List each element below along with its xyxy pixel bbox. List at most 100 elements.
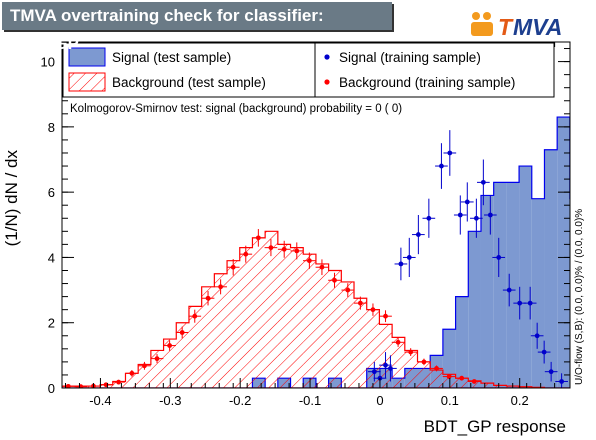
background-test-bar xyxy=(277,244,291,388)
signal-training-point xyxy=(496,255,502,260)
tmva-logo: T MVA xyxy=(471,12,562,40)
signal-test-bar xyxy=(442,329,456,388)
legend-swatch-signal-test xyxy=(68,47,106,67)
background-test-bar xyxy=(227,260,240,388)
background-training-point xyxy=(294,248,300,254)
signal-training-point xyxy=(398,261,404,267)
legend-label-signal-test: Signal (test sample) xyxy=(112,50,231,65)
signal-training-point xyxy=(473,215,479,221)
background-training-point xyxy=(167,343,173,348)
background-training-point xyxy=(345,287,351,293)
background-training-point xyxy=(255,235,261,241)
background-test-bar xyxy=(442,374,456,388)
signal-training-point xyxy=(439,163,444,169)
background-training-point xyxy=(65,383,71,388)
background-test-bar xyxy=(341,281,355,388)
signal-test-bar xyxy=(468,231,481,388)
background-training-point xyxy=(421,359,427,365)
background-test-bar xyxy=(201,286,215,388)
x-axis-title: BDT_GP response xyxy=(424,417,566,436)
background-test-bar xyxy=(138,364,151,388)
signal-test-bar xyxy=(557,117,570,388)
background-training-point xyxy=(116,379,121,385)
chart-title: TMVA overtraining check for classifier: … xyxy=(2,2,392,53)
signal-training-point xyxy=(548,369,554,375)
background-training-point xyxy=(243,251,249,257)
signal-test-bar xyxy=(455,296,469,388)
background-training-point xyxy=(357,300,363,306)
legend-marker-signal-training xyxy=(324,54,330,60)
signal-training-point xyxy=(388,366,393,371)
background-training-point xyxy=(268,245,274,251)
background-test-bar xyxy=(112,381,126,388)
y-axis-title: (1/N) dN / dx xyxy=(2,150,21,247)
background-training-point xyxy=(218,284,224,290)
legend: Signal (test sample) Background (test sam… xyxy=(62,42,555,98)
signal-training-point xyxy=(487,212,493,218)
signal-training-point xyxy=(383,362,388,368)
legend-label-background-test: Background (test sample) xyxy=(112,75,266,90)
signal-test-bar xyxy=(544,149,558,388)
background-training-point xyxy=(230,264,236,270)
background-test-bar xyxy=(455,378,469,388)
background-test-bar xyxy=(188,306,202,388)
background-training-point xyxy=(395,339,401,345)
signal-training-point xyxy=(517,300,523,306)
background-training-point xyxy=(434,366,439,371)
signal-training-point xyxy=(457,212,463,218)
background-training-point xyxy=(205,295,211,301)
signal-test-bar xyxy=(531,198,545,388)
legend-swatch-background-test xyxy=(68,72,106,92)
signal-training-point xyxy=(559,379,565,384)
legend-right-box xyxy=(314,42,555,98)
background-training-point xyxy=(192,313,198,319)
signal-training-point xyxy=(464,199,470,205)
y-tick-label: 4 xyxy=(48,250,55,265)
background-test-bar xyxy=(480,383,494,388)
x-tick-label: 0.2 xyxy=(511,393,529,408)
svg-text:MVA: MVA xyxy=(513,14,562,40)
background-test-outline xyxy=(62,230,570,388)
legend-marker-background-training xyxy=(324,79,330,85)
background-training-point xyxy=(142,363,147,369)
background-training-point xyxy=(370,307,376,313)
background-training-point xyxy=(383,313,388,319)
signal-training-point xyxy=(527,300,533,306)
x-tick-label: -0.1 xyxy=(299,393,321,408)
overflow-label: U/O-flow (S,B): (0.0, 0.0)% / (0.0, 0.0)… xyxy=(574,209,585,385)
background-training-point xyxy=(408,349,414,355)
background-training-point xyxy=(332,277,337,283)
x-tick-label: -0.4 xyxy=(89,393,111,408)
x-tick-label: 0 xyxy=(376,393,383,408)
signal-training-point xyxy=(371,369,377,375)
background-test-bar xyxy=(417,361,431,388)
background-test-bar xyxy=(493,385,507,388)
background-test-bar xyxy=(265,231,278,388)
ks-test-label: Kolmogorov-Smirnov test: signal (backgro… xyxy=(70,103,402,115)
background-test-bar xyxy=(214,273,228,388)
background-test-bar xyxy=(150,350,164,388)
background-training-point xyxy=(319,264,325,270)
y-tick-label: 10 xyxy=(41,55,55,70)
background-test-bar xyxy=(519,386,532,388)
background-test-bar xyxy=(239,247,253,388)
axes: -0.4 -0.3 -0.2 -0.1 0 0.1 0.2 0 2 4 6 8 10 xyxy=(41,41,571,408)
svg-text:T: T xyxy=(498,14,514,40)
background-test-bar xyxy=(328,270,342,388)
background-training-point xyxy=(281,246,287,252)
signal-test-bar xyxy=(519,166,532,388)
background-training-point xyxy=(446,374,452,379)
legend-label-background-training: Background (training sample) xyxy=(339,75,515,90)
signal-test-bar xyxy=(493,182,507,388)
background-test-bar xyxy=(290,247,304,388)
background-test-bar xyxy=(176,322,189,388)
background-training-point xyxy=(471,379,477,384)
signal-training-point xyxy=(506,287,512,293)
signal-training-point xyxy=(415,232,421,237)
background-test-bar xyxy=(354,298,367,388)
background-test-bar xyxy=(392,337,405,388)
y-tick-label: 0 xyxy=(48,381,55,396)
background-test-bar xyxy=(404,350,418,388)
signal-training-point xyxy=(480,179,486,185)
